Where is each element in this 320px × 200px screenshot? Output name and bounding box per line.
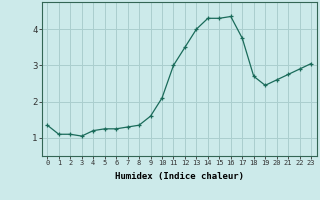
X-axis label: Humidex (Indice chaleur): Humidex (Indice chaleur)	[115, 172, 244, 181]
